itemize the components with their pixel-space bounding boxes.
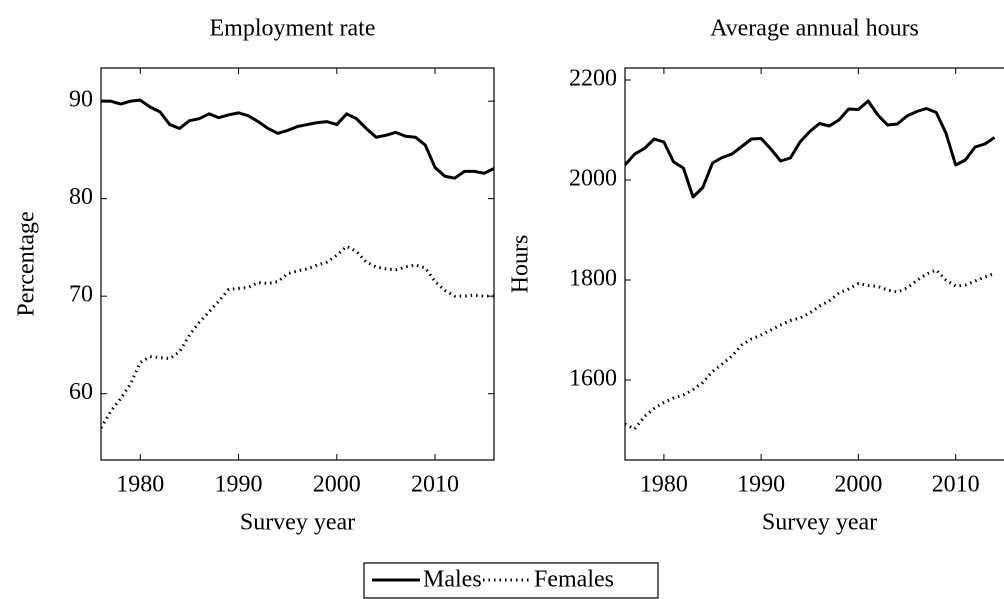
x-axis-label: Survey year bbox=[240, 510, 355, 536]
x-tick-label: 2010 bbox=[932, 472, 980, 498]
chart-title: Employment rate bbox=[210, 16, 376, 42]
x-tick-label: 1980 bbox=[640, 472, 688, 498]
y-tick-label: 70 bbox=[69, 282, 93, 308]
y-tick-label: 60 bbox=[69, 379, 93, 405]
subplot: Average annual hours Survey year Hours 1980… bbox=[508, 16, 1004, 536]
plot-frame bbox=[624, 67, 1004, 461]
legend-label: Males bbox=[423, 567, 482, 593]
series-line bbox=[101, 244, 494, 429]
y-axis-label: Hours bbox=[508, 235, 534, 294]
y-tick-label: 1600 bbox=[569, 366, 617, 392]
series-line bbox=[101, 98, 494, 180]
series-line bbox=[625, 99, 996, 199]
legend-label: Females bbox=[534, 567, 614, 593]
chart-title: Average annual hours bbox=[710, 16, 919, 42]
y-tick-label: 80 bbox=[69, 184, 93, 210]
y-axis-label: Percentage bbox=[14, 211, 40, 316]
subplot: Employment rate Survey year Percentage 1980… bbox=[14, 16, 495, 536]
x-tick-label: 2000 bbox=[834, 472, 882, 498]
series-line bbox=[625, 268, 996, 431]
y-tick-label: 2200 bbox=[569, 66, 617, 92]
plot-frame bbox=[100, 67, 495, 461]
x-tick-label: 2000 bbox=[313, 472, 361, 498]
y-tick-label: 2000 bbox=[569, 166, 617, 192]
x-tick-label: 1980 bbox=[116, 472, 164, 498]
x-tick-label: 2010 bbox=[411, 472, 459, 498]
x-tick-label: 1990 bbox=[215, 472, 263, 498]
legend-box bbox=[363, 562, 659, 599]
x-axis-label: Survey year bbox=[762, 510, 877, 536]
y-tick-label: 90 bbox=[69, 87, 93, 113]
y-tick-label: 1800 bbox=[569, 266, 617, 292]
x-tick-label: 1990 bbox=[737, 472, 785, 498]
